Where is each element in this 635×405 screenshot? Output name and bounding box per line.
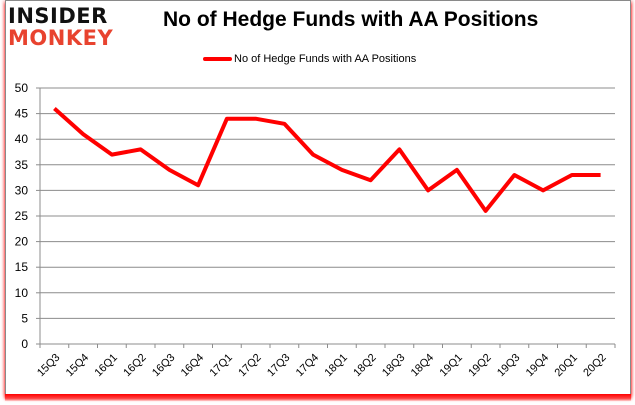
y-axis-ticks: 0 5 10 15 20 25 30 35 40 45 50 bbox=[15, 81, 29, 351]
x-tick-label: 19Q3 bbox=[495, 352, 523, 380]
x-tick-label: 17Q3 bbox=[265, 352, 293, 380]
x-tick-label: 17Q2 bbox=[236, 352, 264, 380]
x-tick-label: 19Q1 bbox=[437, 352, 465, 380]
legend-line-swatch-icon bbox=[203, 57, 232, 61]
chart-title: No of Hedge Funds with AA Positions bbox=[163, 8, 539, 31]
x-tick-label: 15Q3 bbox=[35, 352, 63, 380]
bottom-accent-bar bbox=[5, 394, 631, 401]
insider-monkey-logo: INSIDER MONKEY bbox=[8, 5, 148, 51]
x-tick-label: 17Q1 bbox=[207, 352, 235, 380]
y-tick-label: 40 bbox=[15, 132, 29, 146]
x-axis-ticks: 15Q3 15Q4 16Q1 16Q2 16Q3 16Q4 17Q1 17Q2 17Q3 17Q4… bbox=[35, 352, 609, 380]
x-tick-label: 17Q4 bbox=[294, 352, 322, 380]
series-line bbox=[53, 107, 601, 213]
chart-frame bbox=[5, 0, 631, 396]
x-tick-label: 19Q2 bbox=[466, 352, 494, 380]
x-tick-label: 16Q1 bbox=[92, 352, 120, 380]
y-tick-label: 0 bbox=[21, 337, 28, 351]
y-tick-label: 15 bbox=[15, 260, 29, 274]
gridlines bbox=[40, 87, 615, 319]
x-tick-label: 18Q1 bbox=[322, 352, 350, 380]
y-tick-label: 50 bbox=[15, 81, 29, 95]
logo-line-2: MONKEY bbox=[8, 26, 114, 50]
x-tick-label: 16Q2 bbox=[121, 352, 149, 380]
y-tick-label: 5 bbox=[21, 311, 28, 325]
chart-legend: No of Hedge Funds with AA Positions bbox=[203, 53, 416, 65]
x-tick-label: 16Q4 bbox=[179, 352, 207, 380]
y-tick-label: 45 bbox=[15, 107, 29, 121]
x-tick-label: 18Q2 bbox=[351, 352, 379, 380]
x-tick-label: 15Q4 bbox=[64, 352, 92, 380]
x-tick-label: 16Q3 bbox=[150, 352, 178, 380]
y-tick-label: 20 bbox=[15, 235, 29, 249]
y-tick-label: 35 bbox=[15, 158, 29, 172]
y-tick-label: 10 bbox=[15, 286, 29, 300]
y-tick-label: 25 bbox=[15, 209, 29, 223]
x-tick-label: 18Q3 bbox=[380, 352, 408, 380]
x-tick-label: 20Q2 bbox=[581, 352, 609, 380]
axes bbox=[36, 87, 616, 348]
x-tick-label: 18Q4 bbox=[409, 352, 437, 380]
logo-line-1: INSIDER bbox=[8, 4, 108, 28]
x-tick-label: 19Q4 bbox=[524, 352, 552, 380]
y-tick-label: 30 bbox=[15, 183, 29, 197]
legend-label: No of Hedge Funds with AA Positions bbox=[234, 53, 417, 65]
x-tick-label: 20Q1 bbox=[552, 352, 580, 380]
